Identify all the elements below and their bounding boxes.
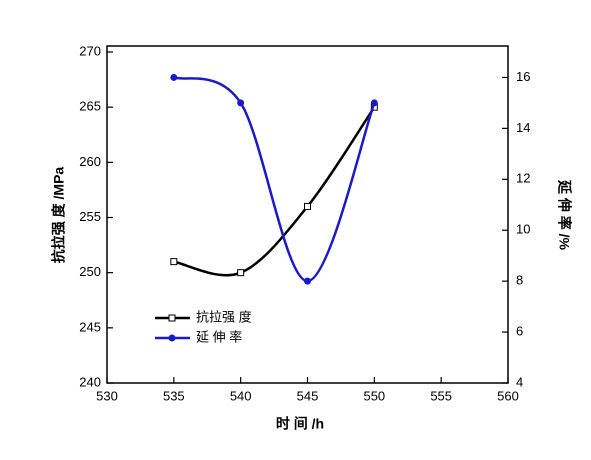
- y-tick-label: 255: [79, 209, 101, 224]
- legend-label: 抗拉强 度: [196, 309, 252, 324]
- point: [237, 269, 245, 277]
- plot-frame: [106, 45, 509, 384]
- series-line: [173, 76, 376, 283]
- x-tick-label: 550: [363, 388, 385, 403]
- y2-tick-label: 6: [516, 324, 523, 339]
- series-line: [173, 106, 376, 277]
- legend-marker: [168, 314, 176, 322]
- y-axis-title: 抗拉强 度 /MPa: [51, 167, 67, 264]
- point: [237, 99, 245, 107]
- point: [304, 202, 311, 210]
- x-axis-title: 时 间 /h: [276, 416, 324, 432]
- y2-tick-label: 14: [516, 120, 530, 135]
- y2-tick-label: 10: [516, 222, 530, 237]
- point: [170, 258, 178, 266]
- legend-marker: [168, 334, 176, 342]
- x-tick-label: 540: [230, 388, 252, 403]
- y-tick-label: 265: [79, 99, 101, 114]
- y2-tick-label: 12: [516, 171, 530, 186]
- x-tick-label: 530: [96, 388, 118, 403]
- x-tick-label: 555: [430, 388, 452, 403]
- point: [304, 277, 311, 285]
- y2-axis-title: 延 伸 率 /%: [556, 179, 572, 251]
- y-tick-label: 240: [79, 374, 101, 389]
- y2-tick-label: 8: [516, 273, 523, 288]
- point: [370, 99, 378, 107]
- y2-tick-label: 16: [516, 69, 530, 84]
- legend-label: 延 伸 率: [196, 329, 242, 344]
- x-tick-label: 545: [297, 388, 319, 403]
- y-tick-label: 250: [79, 264, 101, 279]
- y-tick-label: 260: [79, 154, 101, 169]
- y-tick-label: 245: [79, 319, 101, 334]
- x-tick-label: 560: [497, 388, 519, 403]
- y2-tick-label: 4: [516, 374, 523, 389]
- y-tick-label: 270: [79, 43, 101, 58]
- x-tick-label: 535: [163, 388, 185, 403]
- point: [170, 73, 178, 81]
